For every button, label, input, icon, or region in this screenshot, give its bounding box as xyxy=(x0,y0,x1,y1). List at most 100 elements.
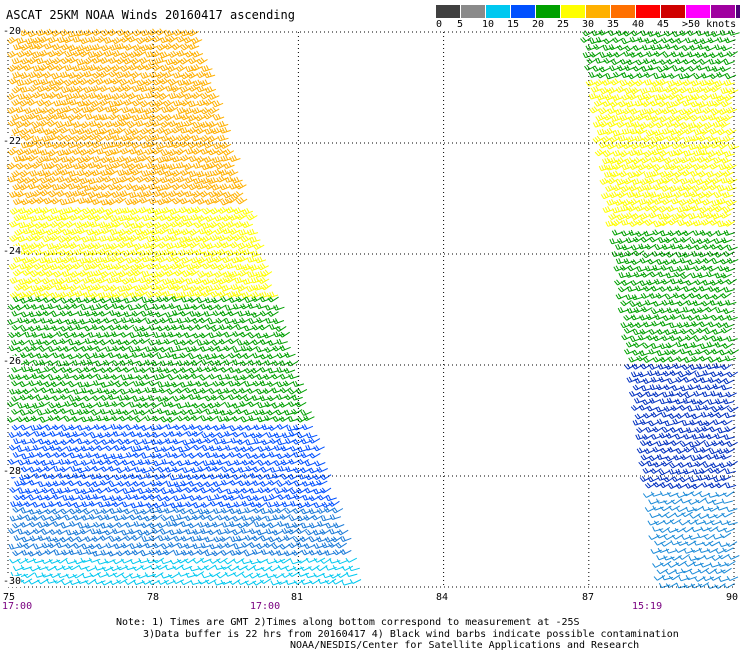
wind-barb xyxy=(665,569,677,575)
wind-barb xyxy=(260,549,273,555)
wind-barb xyxy=(131,296,144,302)
wind-barb xyxy=(116,155,129,163)
wind-barb xyxy=(604,93,616,101)
wind-barb xyxy=(665,582,678,588)
wind-barb xyxy=(214,564,226,570)
wind-barb xyxy=(47,107,59,115)
wind-barb xyxy=(688,177,700,185)
wind-barb xyxy=(157,381,169,388)
lon-label: 87 xyxy=(582,592,595,603)
wind-barb xyxy=(610,78,622,86)
wind-barb xyxy=(104,149,116,157)
wind-barb xyxy=(182,36,195,44)
wind-barb xyxy=(27,296,40,303)
wind-barb xyxy=(615,293,628,300)
wind-barb xyxy=(24,191,37,199)
wind-barb xyxy=(84,438,96,445)
wind-barb xyxy=(271,529,284,536)
wind-barb xyxy=(645,162,657,170)
wind-barb xyxy=(196,494,208,501)
wind-barb xyxy=(113,444,126,451)
wind-barb xyxy=(51,408,64,415)
wind-barb xyxy=(674,512,686,518)
wind-barb xyxy=(686,86,699,94)
wind-barb xyxy=(109,297,121,304)
wind-barb xyxy=(201,277,214,285)
wind-barb xyxy=(716,448,729,455)
wind-barb xyxy=(67,536,80,543)
wind-barb xyxy=(243,409,255,416)
wind-barb xyxy=(34,221,46,229)
wind-barb xyxy=(105,221,118,229)
wind-barb xyxy=(106,198,119,206)
wind-barb xyxy=(713,237,725,244)
wind-barb xyxy=(79,318,91,325)
wind-barb xyxy=(272,318,285,325)
wind-barb xyxy=(132,325,145,332)
wind-barb xyxy=(623,348,636,355)
wind-barb xyxy=(134,416,146,423)
wind-barb xyxy=(121,106,133,114)
wind-barb xyxy=(723,79,735,87)
wind-barb xyxy=(303,514,315,521)
wind-barb xyxy=(599,87,612,95)
wind-barb xyxy=(68,564,80,571)
wind-barb xyxy=(627,321,640,328)
footnote-line-1: Note: 1) Times are GMT 2)Times along bot… xyxy=(116,617,580,628)
wind-barb xyxy=(644,218,656,227)
wind-barb xyxy=(112,134,124,141)
wind-barb xyxy=(165,242,178,250)
wind-barb xyxy=(92,395,104,402)
wind-barb xyxy=(189,437,201,444)
wind-barb xyxy=(315,479,328,486)
wind-barb xyxy=(644,299,657,306)
wind-barb xyxy=(598,66,611,73)
wind-barb xyxy=(11,86,24,94)
wind-barb xyxy=(118,304,130,311)
wind-barb xyxy=(15,162,27,170)
wind-barb xyxy=(92,352,104,359)
wind-barb xyxy=(120,374,133,381)
wind-barb xyxy=(213,580,226,586)
wind-barb xyxy=(232,431,244,438)
wind-barb xyxy=(75,367,88,374)
wind-barb xyxy=(95,148,108,155)
wind-barb xyxy=(191,134,203,142)
wind-barb xyxy=(92,439,105,445)
wind-barb xyxy=(627,171,639,179)
wind-barb xyxy=(639,108,651,116)
wind-barb xyxy=(144,120,156,128)
wind-barb xyxy=(618,272,630,279)
wind-barb xyxy=(9,388,21,395)
wind-barb xyxy=(31,515,43,521)
wind-barb xyxy=(168,50,180,58)
wind-barb xyxy=(229,241,242,249)
wind-barb xyxy=(136,107,148,114)
wind-barb xyxy=(68,395,81,402)
wind-barb xyxy=(51,84,64,92)
wind-barb xyxy=(185,235,197,243)
wind-barb xyxy=(72,147,84,155)
wind-barb xyxy=(726,460,738,467)
wind-barb xyxy=(688,476,701,483)
wind-barb xyxy=(91,310,104,317)
wind-barb xyxy=(132,156,144,163)
wind-barb xyxy=(213,214,226,222)
wind-barb xyxy=(690,490,702,497)
wind-barb xyxy=(14,331,27,338)
wind-barb xyxy=(130,263,142,271)
wind-barb xyxy=(690,272,702,279)
wind-barb xyxy=(165,423,177,430)
wind-barb xyxy=(245,452,257,459)
wind-barb xyxy=(709,279,722,286)
wind-barb xyxy=(187,114,200,122)
wind-barb xyxy=(89,261,101,270)
wind-barb xyxy=(704,328,716,335)
wind-barb xyxy=(240,235,253,243)
wind-barb xyxy=(63,134,76,142)
legend-swatch xyxy=(736,5,740,18)
wind-barb xyxy=(662,370,675,377)
wind-barb xyxy=(674,307,686,314)
wind-barb xyxy=(259,366,272,373)
wind-barb xyxy=(63,373,76,380)
